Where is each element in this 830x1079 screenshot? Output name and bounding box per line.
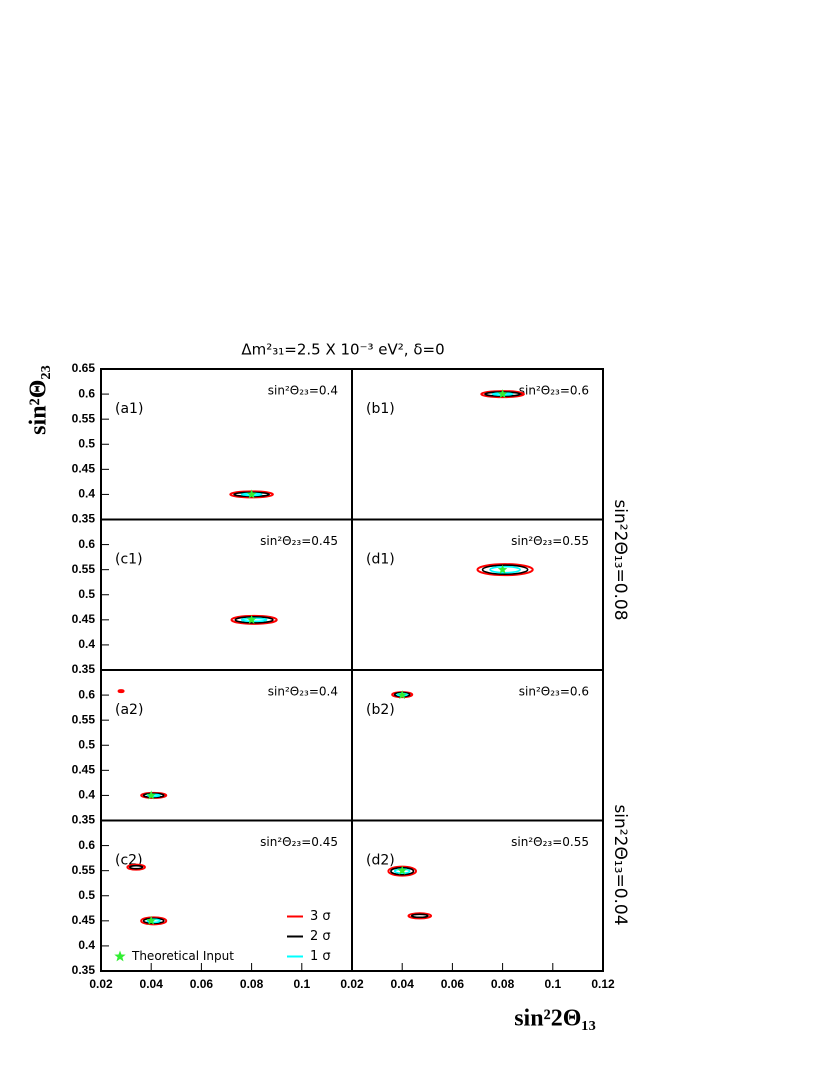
y-tick-label: 0.5 [78, 888, 95, 902]
y-tick-label: 0.55 [72, 411, 96, 425]
contour [126, 863, 146, 871]
y-tick-label: 0.6 [78, 386, 95, 400]
legend-label: Theoretical Input [131, 949, 234, 963]
y-tick-label: 0.5 [78, 587, 95, 601]
y-tick-label: 0.55 [72, 712, 96, 726]
panel-frame [351, 819, 604, 972]
legend-label: 1 σ [310, 949, 331, 964]
panel-label: (b1) [366, 401, 395, 417]
contour [407, 912, 433, 920]
x-tick-label: 0.12 [591, 977, 615, 991]
panel-note: sin²Θ₂₃=0.6 [519, 384, 589, 398]
y-axis-label: sin²Θ₂₃ [26, 365, 52, 435]
contour [117, 689, 125, 694]
y-tick-label: 0.55 [72, 863, 96, 877]
panel-note: sin²Θ₂₃=0.4 [268, 384, 338, 398]
panel-note: sin²Θ₂₃=0.55 [511, 835, 589, 849]
panel-label: (a2) [115, 702, 143, 718]
y-tick-label: 0.6 [78, 537, 95, 551]
panel-note: sin²Θ₂₃=0.6 [519, 685, 589, 699]
input-marker [146, 790, 156, 800]
y-tick-label: 0.45 [72, 913, 96, 927]
legend-label: 2 σ [310, 929, 331, 944]
y-tick-label: 0.4 [78, 637, 95, 651]
y-tick-label: 0.35 [72, 813, 96, 827]
contour [481, 564, 529, 575]
input-marker [246, 489, 257, 499]
y-tick-label: 0.6 [78, 687, 95, 701]
y-tick-label: 0.5 [78, 737, 95, 751]
x-tick-label: 0.02 [340, 977, 364, 991]
y-tick-label: 0.4 [78, 788, 95, 802]
y-tick-label: 0.4 [78, 938, 95, 952]
legend-marker [114, 950, 126, 962]
y-tick-label: 0.45 [72, 763, 96, 777]
chart-title: Δm²₃₁=2.5 X 10⁻³ eV², δ=0 [241, 341, 444, 359]
panel-note: sin²Θ₂₃=0.45 [260, 835, 338, 849]
panel-note: sin²Θ₂₃=0.4 [268, 685, 338, 699]
input-marker [146, 915, 156, 925]
x-tick-label: 0.08 [240, 977, 264, 991]
legend-label: 3 σ [310, 909, 331, 924]
x-tick-label: 0.06 [441, 977, 465, 991]
y-tick-label: 0.45 [72, 612, 96, 626]
y-tick-label: 0.55 [72, 562, 96, 576]
y-tick-label: 0.6 [78, 838, 95, 852]
input-marker [397, 690, 407, 700]
side-label: sin²2Θ₁₃=0.08 [610, 499, 630, 620]
y-tick-label: 0.35 [72, 512, 96, 526]
x-tick-label: 0.1 [293, 977, 310, 991]
panel-label: (d1) [366, 552, 395, 568]
y-tick-label: 0.4 [78, 487, 95, 501]
panel-label: (c1) [115, 552, 143, 568]
contour [142, 792, 165, 799]
y-tick-label: 0.65 [72, 361, 96, 375]
input-marker [497, 564, 508, 574]
panel-label: (a1) [115, 401, 143, 417]
input-marker [397, 865, 407, 875]
contour [410, 913, 429, 919]
contour [476, 563, 534, 577]
x-tick-label: 0.04 [391, 977, 415, 991]
x-tick-label: 0.06 [190, 977, 214, 991]
y-tick-label: 0.35 [72, 662, 96, 676]
y-tick-label: 0.45 [72, 462, 96, 476]
x-tick-label: 0.04 [140, 977, 164, 991]
x-tick-label: 0.1 [544, 977, 561, 991]
x-tick-label: 0.02 [89, 977, 113, 991]
panel-note: sin²Θ₂₃=0.55 [511, 534, 589, 548]
x-axis-label: sin²2Θ₁₃ [514, 1006, 596, 1032]
input-marker [246, 614, 257, 624]
contour [230, 614, 278, 625]
y-tick-label: 0.5 [78, 436, 95, 450]
x-tick-label: 0.08 [491, 977, 515, 991]
panel-label: (b2) [366, 702, 395, 718]
input-marker [497, 389, 508, 399]
contour [129, 864, 144, 870]
y-tick-label: 0.35 [72, 963, 96, 977]
panel-label: (d2) [366, 853, 395, 869]
side-label: sin²2Θ₁₃=0.04 [610, 804, 630, 925]
panel-note: sin²Θ₂₃=0.45 [260, 534, 338, 548]
